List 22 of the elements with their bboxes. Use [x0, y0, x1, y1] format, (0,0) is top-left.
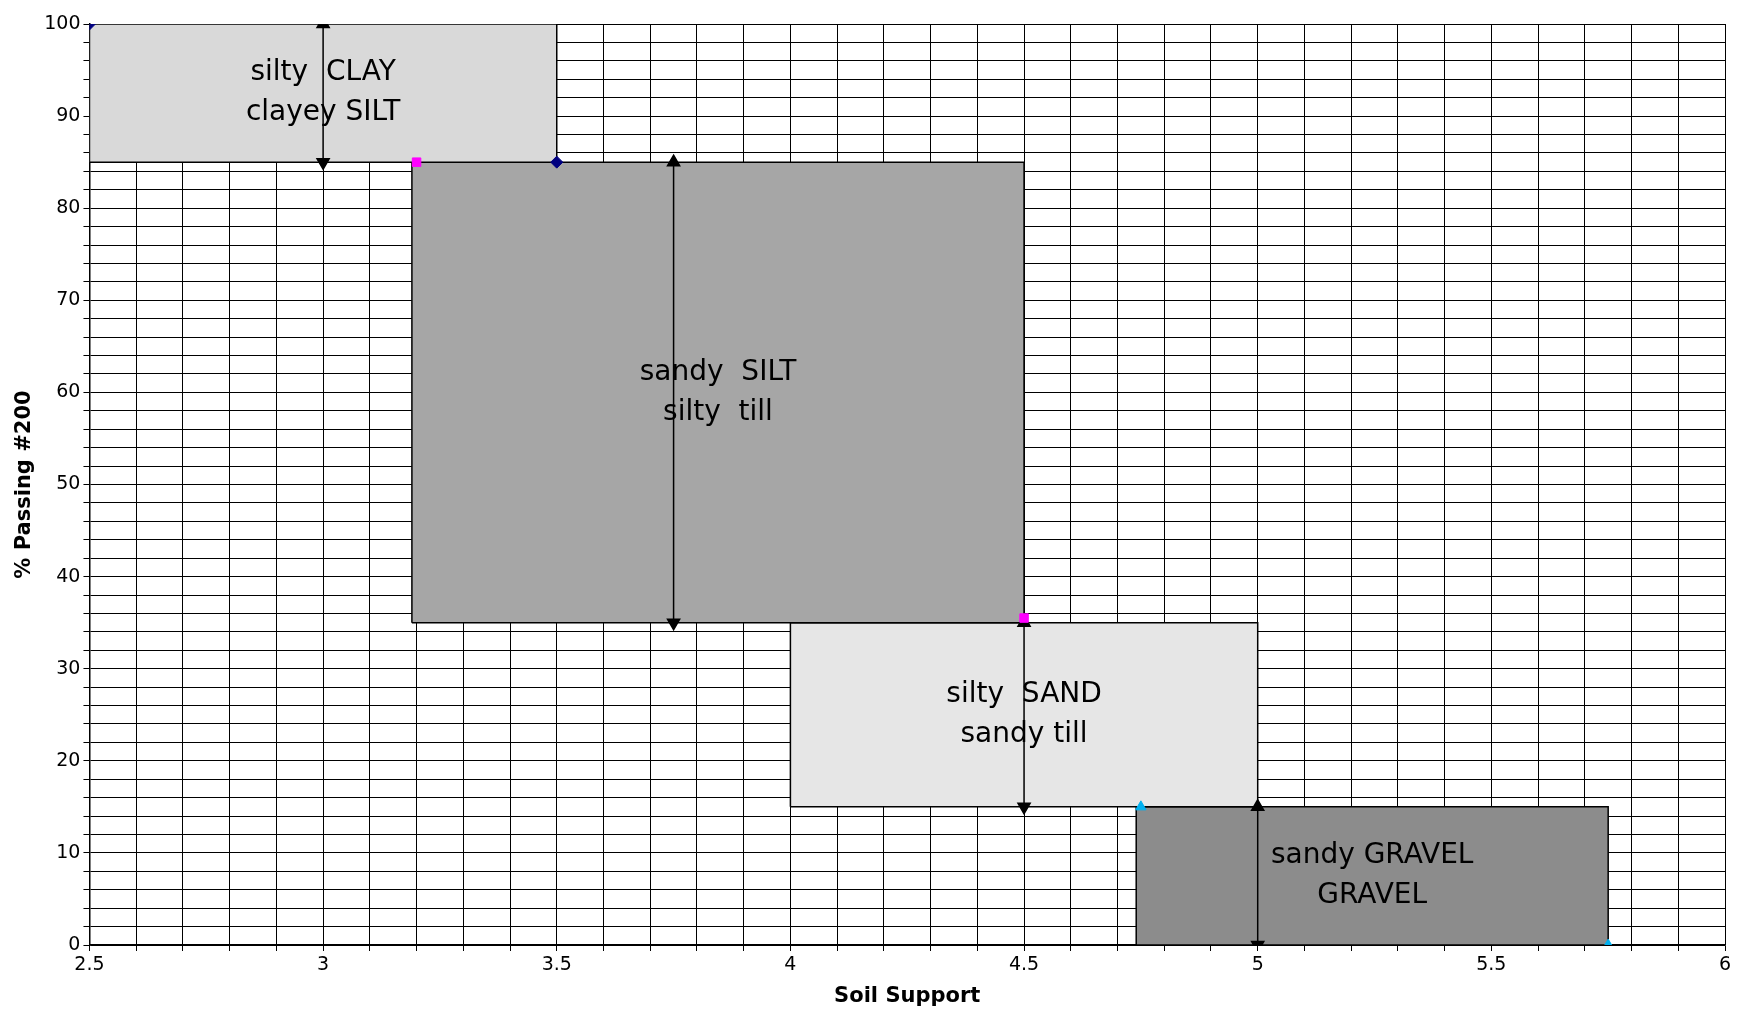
x-tick-label: 2.5: [74, 952, 105, 975]
x-tick-label: 5: [1251, 952, 1264, 975]
x-tick-label: 4: [784, 952, 797, 975]
x-tick-label: 5.5: [1476, 952, 1507, 975]
x-tick-label: 3.5: [541, 952, 572, 975]
y-tick-label: 100: [44, 10, 81, 33]
y-tick-label: 80: [56, 195, 81, 218]
series-label: sandy GRAVEL GRAVEL: [1270, 837, 1474, 911]
y-tick-label: 70: [56, 287, 81, 310]
y-tick-label: 20: [56, 747, 81, 770]
x-tick-label: 6: [1718, 952, 1732, 975]
y-tick-label: 50: [56, 471, 81, 494]
y-tick-label: 30: [56, 655, 81, 678]
y-tick-label: 60: [56, 379, 81, 402]
y-tick-label: 0: [68, 931, 81, 954]
y-tick-label: 10: [56, 839, 81, 862]
y-tick-label: 40: [56, 563, 81, 586]
x-axis-title: Soil Support: [834, 982, 981, 1007]
x-tick-label: 3: [317, 952, 330, 975]
y-axis-title: % Passing #200: [11, 390, 36, 579]
y-tick-label: 90: [56, 103, 81, 126]
x-tick-label: 4.5: [1008, 952, 1040, 975]
